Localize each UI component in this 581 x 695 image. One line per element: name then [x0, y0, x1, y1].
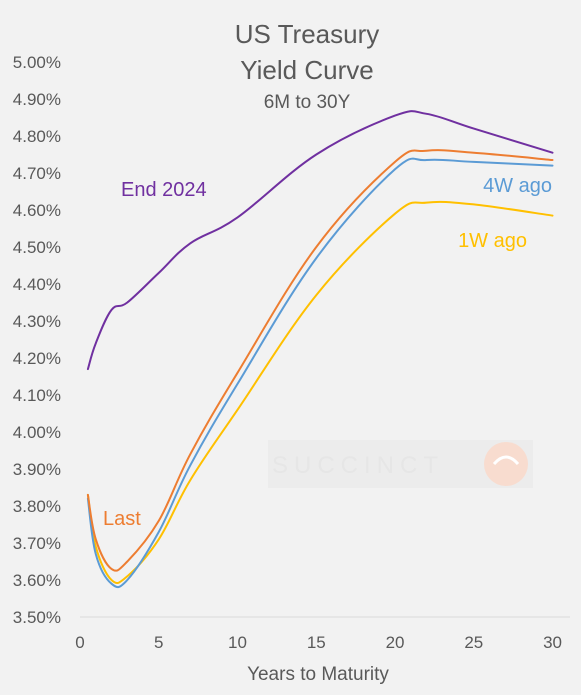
y-axis-ticks: 3.50% 3.60% 3.70% 3.80% 3.90% 4.00% 4.10% 4.20%…: [13, 53, 61, 627]
y-tick-label: 3.50%: [13, 608, 61, 627]
chart-title-line-2: Yield Curve: [240, 55, 373, 85]
chart-title-line-1: US Treasury: [235, 19, 380, 49]
y-tick-label: 3.80%: [13, 497, 61, 516]
y-tick-label: 4.30%: [13, 312, 61, 331]
x-axis-ticks: 0 5 10 15 20 25 30: [75, 633, 562, 652]
y-tick-label: 3.70%: [13, 534, 61, 553]
x-axis-label: Years to Maturity: [247, 664, 389, 685]
series-line-end-2024: [86, 110, 554, 371]
y-tick-label: 4.60%: [13, 201, 61, 220]
watermark-text: SUCCINCT: [272, 452, 444, 479]
y-tick-label: 4.00%: [13, 423, 61, 442]
series-label-4w-ago: 4W ago: [483, 175, 552, 197]
x-tick-label: 10: [228, 633, 247, 652]
y-tick-label: 4.80%: [13, 127, 61, 146]
y-tick-label: 4.90%: [13, 90, 61, 109]
watermark: SUCCINCT: [268, 440, 533, 488]
x-tick-label: 30: [543, 633, 562, 652]
series-label-end-2024: End 2024: [121, 179, 207, 201]
series-line-last: [86, 149, 554, 572]
series-label-last: Last: [103, 508, 141, 530]
chart-subtitle: 6M to 30Y: [264, 92, 351, 113]
series-line-4w-ago: [86, 157, 554, 589]
y-tick-label: 5.00%: [13, 53, 61, 72]
series-line-1w-ago: [86, 200, 554, 585]
x-tick-label: 25: [464, 633, 483, 652]
y-tick-label: 3.90%: [13, 460, 61, 479]
x-tick-label: 5: [154, 633, 163, 652]
y-tick-label: 4.50%: [13, 238, 61, 257]
y-tick-label: 3.60%: [13, 571, 61, 590]
watermark-logo-icon: [484, 442, 528, 486]
y-tick-label: 4.40%: [13, 275, 61, 294]
watermark-logo-arc-icon: [492, 455, 520, 466]
y-tick-label: 4.70%: [13, 164, 61, 183]
series-label-1w-ago: 1W ago: [458, 230, 527, 252]
x-tick-label: 0: [75, 633, 84, 652]
y-tick-label: 4.10%: [13, 386, 61, 405]
x-tick-label: 15: [307, 633, 326, 652]
series-labels: End 2024 Last 4W ago 1W ago: [103, 175, 552, 530]
y-tick-label: 4.20%: [13, 349, 61, 368]
series-lines: [86, 110, 554, 589]
x-tick-label: 20: [386, 633, 405, 652]
